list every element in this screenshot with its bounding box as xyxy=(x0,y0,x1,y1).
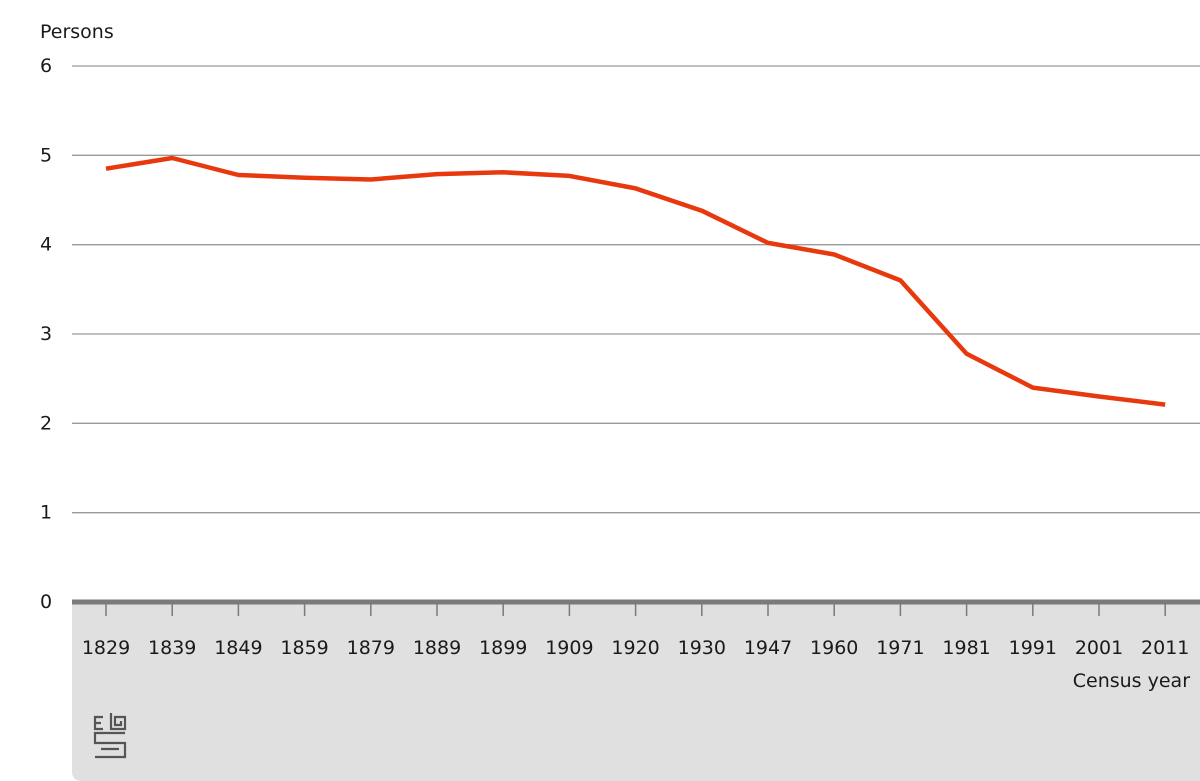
x-tick-label: 1849 xyxy=(214,637,262,659)
x-tick-label: 1971 xyxy=(876,637,924,659)
y-axis-tick-labels: 0 1 2 3 4 5 6 xyxy=(40,55,52,613)
x-axis-band xyxy=(72,603,1200,781)
x-tick-label: 1960 xyxy=(810,637,858,659)
y-tick-label: 1 xyxy=(40,502,52,524)
x-tick-label: 1920 xyxy=(611,637,659,659)
x-tick-label: 1899 xyxy=(479,637,527,659)
y-tick-label: 4 xyxy=(40,234,52,256)
y-tick-label: 5 xyxy=(40,144,52,166)
x-tick-label: 1839 xyxy=(148,637,196,659)
x-tick-label: 1930 xyxy=(678,637,726,659)
x-tick-label: 2011 xyxy=(1141,637,1189,659)
grid-lines xyxy=(72,65,1200,514)
x-tick-label: 1879 xyxy=(347,637,395,659)
y-tick-label: 6 xyxy=(40,55,52,77)
x-axis-ticks: 1829 1839 1849 1859 1879 1889 1899 1909 1920 1930… xyxy=(82,603,1189,659)
x-tick-label: 1947 xyxy=(744,637,792,659)
x-tick-label: 2001 xyxy=(1075,637,1123,659)
y-tick-label: 2 xyxy=(40,412,52,434)
x-tick-label: 1859 xyxy=(280,637,328,659)
y-axis-title: Persons xyxy=(40,21,114,43)
x-tick-label: 1889 xyxy=(413,637,461,659)
cbs-logo-icon xyxy=(93,713,127,759)
y-tick-label: 3 xyxy=(40,323,52,345)
x-tick-label: 1991 xyxy=(1009,637,1057,659)
series-line xyxy=(105,155,1166,407)
x-tick-label: 1981 xyxy=(942,637,990,659)
x-tick-label: 1909 xyxy=(545,637,593,659)
x-axis-title: Census year xyxy=(1073,670,1190,692)
y-tick-label: 0 xyxy=(40,591,52,613)
x-tick-label: 1829 xyxy=(82,637,130,659)
